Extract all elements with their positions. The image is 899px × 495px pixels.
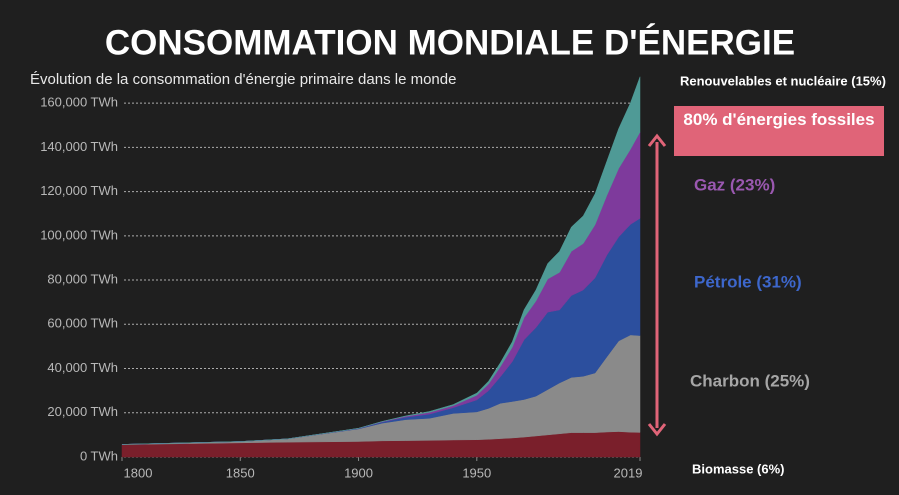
y-tick-label: 140,000 TWh (40, 139, 118, 154)
x-tick-label: 2019 (614, 465, 643, 480)
y-tick-label: 100,000 TWh (40, 227, 118, 242)
arrow (647, 133, 667, 437)
labels: Biomasse (6%) Charbon (25%) Pétrole (31%) G… (680, 73, 886, 476)
chart-title: CONSOMMATION MONDIALE D'ÉNERGIE (105, 22, 795, 62)
legend-label: Biomasse (6%) (692, 461, 784, 476)
x-tick-label: 1950 (462, 465, 491, 480)
y-tick-label: 120,000 TWh (40, 183, 118, 198)
x-tick-label: 1850 (226, 465, 255, 480)
legend-label: Pétrole (31%) (694, 272, 802, 291)
annotation: 80% d'énergies fossiles (674, 106, 884, 156)
y-tick-label: 160,000 TWh (40, 95, 118, 110)
chart-subtitle: Évolution de la consommation d'énergie p… (30, 71, 456, 88)
legend-label: Gaz (23%) (694, 175, 775, 194)
y-tick-label: 80,000 TWh (47, 271, 118, 286)
y-tick-label: 60,000 TWh (47, 316, 118, 331)
area (121, 76, 641, 445)
y-tick-label: 20,000 TWh (47, 404, 118, 419)
y-tick-label: 0 TWh (80, 448, 118, 463)
legend-label: Renouvelables et nucléaire (15%) (680, 73, 886, 88)
y-tick-label: 40,000 TWh (47, 360, 118, 375)
areas (121, 76, 641, 458)
x-tick-label: 1800 (124, 465, 153, 480)
legend-label: Charbon (25%) (690, 371, 810, 390)
x-tick-label: 1900 (344, 465, 373, 480)
